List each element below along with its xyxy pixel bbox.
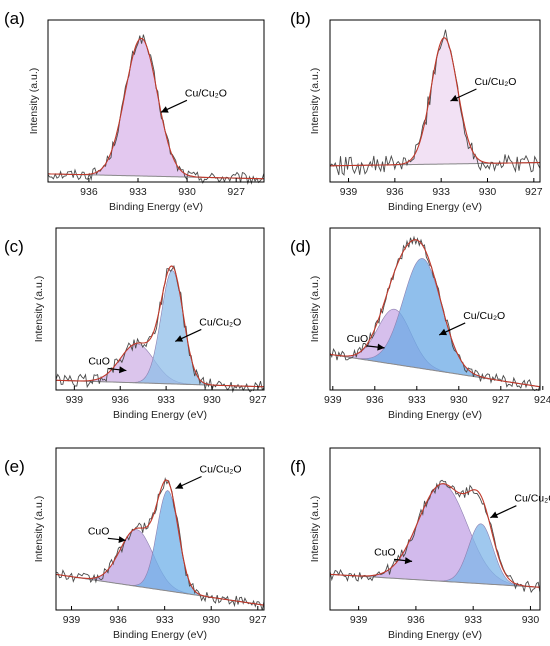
panel-label: (d) (290, 237, 311, 256)
fit-envelope-line (330, 37, 540, 167)
y-axis-label: Intensity (a.u.) (33, 276, 45, 343)
annotation-arrowhead-1 (118, 536, 126, 544)
annotation-arrowhead-1 (119, 366, 127, 374)
x-tick-label: 939 (63, 614, 81, 626)
x-tick-label: 939 (340, 186, 358, 198)
plot-frame (47, 19, 265, 183)
x-tick-label: 936 (366, 394, 384, 406)
y-axis-label: Intensity (a.u.) (309, 276, 321, 343)
annotation-label-2: Cu/Cu₂O (200, 464, 242, 476)
annotation-arrowhead-2 (439, 328, 448, 336)
x-axis-label: Binding Energy (eV) (113, 629, 207, 641)
x-tick-label: 930 (203, 394, 221, 406)
x-tick-label: 933 (432, 186, 450, 198)
fit-envelope-line (48, 37, 265, 180)
panel-label: (f) (290, 457, 306, 476)
x-tick-label: 939 (350, 614, 368, 626)
annotation-label-1: Cu/Cu₂O (185, 87, 227, 99)
x-tick-label: 927 (227, 186, 245, 198)
chart-panel-2: 939 936 933 930 927 Binding Energy (eV) Intens… (290, 9, 543, 213)
panel-label: (c) (4, 237, 24, 256)
plot-frame (55, 447, 265, 611)
x-tick-label: 924 (534, 394, 550, 406)
component-peak-2 (56, 270, 265, 388)
annotation-label-1: CuO (347, 333, 369, 345)
y-axis-label: Intensity (a.u.) (28, 68, 40, 135)
x-tick-label: 927 (492, 394, 510, 406)
panel-label: (e) (4, 457, 25, 476)
x-tick-label: 936 (407, 614, 425, 626)
x-tick-label: 930 (522, 614, 540, 626)
x-tick-label: 930 (479, 186, 497, 198)
component-peak-2 (55, 490, 265, 606)
annotation-label-2: Cu/Cu₂O (199, 316, 241, 328)
panel-label: (a) (4, 9, 25, 28)
fit-envelope-line (330, 483, 541, 588)
annotation-arrowhead-2 (490, 511, 499, 518)
annotation-arrowhead-1 (377, 343, 385, 351)
x-tick-label: 939 (324, 394, 342, 406)
background-line (329, 573, 541, 588)
chart-panel-4: 939 936 933 930 927 924 Binding Energy (eV) Int… (290, 227, 550, 421)
y-axis-label: Intensity (a.u.) (309, 496, 321, 563)
x-tick-label: 927 (525, 186, 543, 198)
x-axis-label: Binding Energy (eV) (113, 409, 207, 421)
fit-envelope-line (55, 479, 265, 606)
panel-label: (b) (290, 9, 311, 28)
plot-frame (55, 227, 265, 391)
annotation-arrowhead-2 (175, 335, 184, 342)
annotation-arrowhead-1 (160, 106, 169, 113)
x-tick-label: 927 (249, 394, 267, 406)
x-tick-label: 933 (408, 394, 426, 406)
annotation-arrowhead-1 (450, 94, 459, 102)
raw-spectrum-line (55, 264, 265, 394)
annotation-arrowhead-1 (404, 557, 413, 565)
chart-panel-1: 936 933 930 927 Binding Energy (eV) Intensity… (4, 9, 265, 213)
x-tick-label: 930 (450, 394, 468, 406)
raw-spectrum-line (329, 29, 541, 176)
annotation-label-1: CuO (88, 525, 110, 537)
x-axis-label: Binding Energy (eV) (388, 409, 482, 421)
chart-panel-3: 939 936 933 930 927 Binding Energy (eV) Intens… (4, 227, 267, 421)
x-tick-label: 933 (129, 186, 147, 198)
fit-envelope-line (329, 239, 541, 388)
x-tick-label: 930 (202, 614, 220, 626)
plot-frame (329, 19, 541, 183)
component-peak-1 (329, 483, 541, 588)
x-tick-label: 933 (464, 614, 482, 626)
x-axis-label: Binding Energy (eV) (109, 201, 203, 213)
y-axis-label: Intensity (a.u.) (33, 496, 45, 563)
x-tick-label: 936 (109, 614, 127, 626)
annotation-label-2: Cu/Cu₂O (514, 493, 550, 505)
component-peak-1 (330, 37, 540, 167)
x-axis-label: Binding Energy (eV) (388, 629, 482, 641)
x-tick-label: 933 (157, 394, 175, 406)
annotation-label-2: Cu/Cu₂O (463, 310, 505, 322)
annotation-label-1: CuO (374, 546, 396, 558)
x-tick-label: 933 (156, 614, 174, 626)
x-tick-label: 936 (111, 394, 129, 406)
x-tick-label: 927 (249, 614, 267, 626)
annotation-label-1: CuO (88, 356, 110, 368)
annotation-label-1: Cu/Cu₂O (474, 76, 516, 88)
x-tick-label: 939 (66, 394, 84, 406)
component-peak-1 (48, 38, 265, 180)
annotation-arrowhead-2 (175, 482, 184, 489)
fit-envelope-line (56, 265, 265, 388)
chart-panel-6: 939 936 933 930 Binding Energy (eV) Intensity… (290, 447, 550, 641)
plot-frame (329, 447, 541, 611)
y-axis-label: Intensity (a.u.) (309, 68, 321, 135)
plot-frame (329, 227, 541, 391)
x-tick-label: 936 (80, 186, 98, 198)
chart-panel-5: 939 936 933 930 927 Binding Energy (eV) Intens… (4, 447, 267, 641)
x-tick-label: 936 (386, 186, 404, 198)
x-tick-label: 930 (178, 186, 196, 198)
x-axis-label: Binding Energy (eV) (388, 201, 482, 213)
